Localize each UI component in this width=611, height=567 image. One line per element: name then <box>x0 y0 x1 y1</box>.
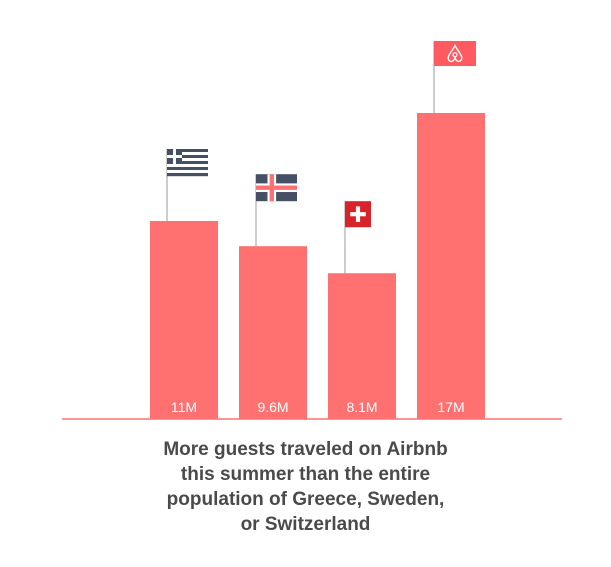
caption-line-2: this summer than the entire <box>180 464 431 485</box>
bar-value-label: 17M <box>437 399 464 415</box>
bar-airbnb <box>417 113 485 419</box>
bar-greece <box>150 221 218 419</box>
caption-line-4: or Switzerland <box>240 514 371 535</box>
sweden-flag-icon <box>256 174 297 202</box>
caption-line-1: More guests traveled on Airbnb <box>163 439 448 460</box>
bar-value-label: 11M <box>171 399 197 415</box>
switzerland-flag-icon <box>345 201 371 228</box>
caption-line-3: population of Greece, Sweden, <box>166 489 445 510</box>
airbnb-flag-icon <box>434 41 476 66</box>
bar-switzerland <box>328 273 396 419</box>
bars-layer: 11M 9.6M 8.1M 17M <box>150 41 485 419</box>
chart-caption: More guests traveled on Airbnb this summ… <box>0 437 611 537</box>
bar-value-label: 8.1M <box>346 399 377 415</box>
bar-value-label: 9.6M <box>257 399 288 415</box>
greece-flag-icon <box>167 149 208 177</box>
bar-sweden <box>239 246 307 419</box>
